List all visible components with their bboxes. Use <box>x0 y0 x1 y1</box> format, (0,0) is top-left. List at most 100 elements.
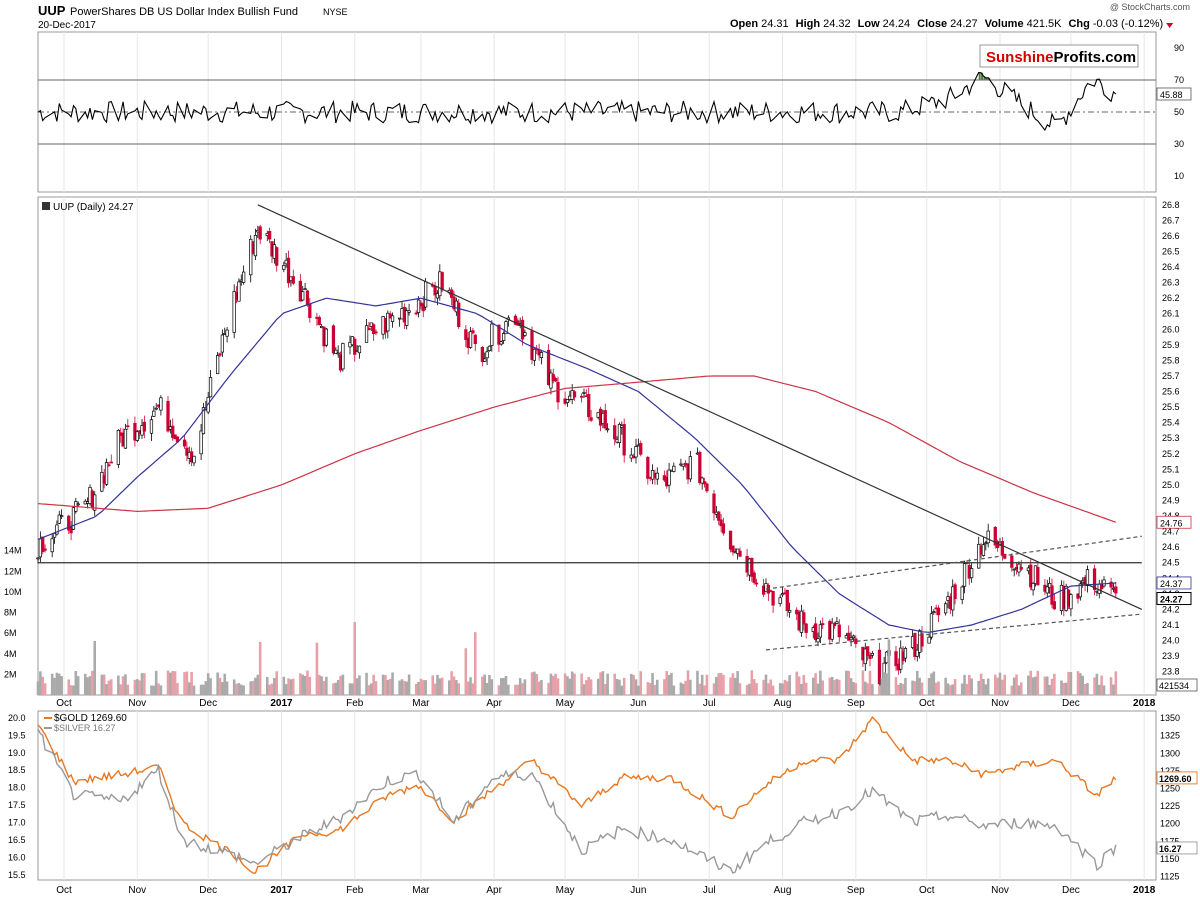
ohlc-readout: Open 24.31 High 24.32 Low 24.24 Close 24.27 Volu… <box>730 18 1174 30</box>
candle <box>126 418 130 430</box>
volume-tick-label: 2M <box>4 669 17 679</box>
candle <box>556 376 560 410</box>
price-tick-label: 25.1 <box>1162 464 1180 474</box>
volume-bar <box>471 683 475 695</box>
silver-tick-label: 16.0 <box>8 852 26 862</box>
candle <box>93 491 97 516</box>
candle <box>1045 579 1049 598</box>
candle <box>123 423 128 450</box>
volume-bar <box>457 683 461 695</box>
volume-bar <box>353 622 357 695</box>
x-tick-label: Oct <box>919 698 935 709</box>
volume-bar <box>485 682 489 695</box>
volume-bar <box>587 676 591 695</box>
volume-bar <box>507 684 510 695</box>
gold-tick-label: 1125 <box>1160 871 1179 881</box>
price-tick-label: 24.1 <box>1162 620 1180 630</box>
volume-bar <box>887 639 891 695</box>
volume-bar <box>291 678 295 695</box>
candle <box>152 405 156 417</box>
volume-tick-label: 10M <box>4 587 22 597</box>
candle <box>717 510 721 526</box>
volume-bar <box>712 683 716 695</box>
volume-bar <box>39 671 42 695</box>
candle <box>185 441 189 462</box>
price-tick-label: 25.8 <box>1162 355 1180 365</box>
ohlc-value: 24.31 <box>761 18 789 30</box>
volume-bar <box>523 679 527 695</box>
candle <box>866 646 870 661</box>
volume-bar <box>632 674 635 695</box>
candle <box>372 323 376 341</box>
volume-bar <box>547 682 550 695</box>
volume-bar <box>535 673 539 695</box>
candle <box>830 617 834 643</box>
volume-bar <box>407 674 411 695</box>
volume-bar <box>341 674 345 695</box>
volume-bar <box>60 676 63 695</box>
volume-bar <box>998 672 1002 695</box>
volume-bar <box>431 675 435 695</box>
volume-bar <box>1029 670 1033 695</box>
candle <box>835 617 839 625</box>
candle <box>1036 563 1040 586</box>
gold-tick-label: 1175 <box>1160 836 1179 846</box>
volume-bar <box>270 683 274 695</box>
volume-bar <box>516 684 520 695</box>
volume-bar <box>514 684 517 695</box>
candle <box>480 346 484 367</box>
candle <box>554 376 558 383</box>
series-last-value: 16.27 <box>1159 844 1182 854</box>
volume-bar <box>819 670 822 695</box>
volume-bar <box>1102 685 1106 695</box>
volume-bar <box>899 682 903 695</box>
candle <box>50 533 54 558</box>
moving-average-line <box>37 297 1116 633</box>
volume-bar <box>871 684 874 695</box>
candle <box>814 617 818 643</box>
volume-bar <box>483 674 487 695</box>
volume-bar <box>1001 679 1004 695</box>
volume-bar <box>242 685 245 695</box>
candle <box>1069 593 1073 617</box>
volume-bar <box>663 679 666 695</box>
volume-bar <box>138 680 141 695</box>
candle <box>237 278 241 302</box>
candle <box>953 582 957 605</box>
candle <box>622 418 626 463</box>
volume-bar <box>949 685 952 695</box>
volume-bar <box>795 671 799 695</box>
volume-bar <box>53 677 56 695</box>
volume-bar <box>797 676 801 695</box>
candle <box>242 265 246 285</box>
volume-bar <box>970 678 973 695</box>
volume-bar <box>738 683 742 695</box>
candle <box>606 423 610 433</box>
volume-bar <box>934 682 938 695</box>
candle <box>502 331 506 345</box>
volume-bar <box>1076 671 1080 695</box>
candle <box>258 224 262 245</box>
volume-bar <box>993 674 997 695</box>
volume-bar <box>911 680 914 695</box>
volume-bar <box>672 685 676 695</box>
volume-bar <box>530 672 534 695</box>
x-tick-label: Mar <box>412 698 430 709</box>
x-tick-label: Sep <box>847 885 865 896</box>
price-panel: 23.723.823.924.024.124.224.324.424.524.6… <box>36 200 1192 692</box>
volume-bar <box>1045 676 1049 695</box>
x-tick-label: 2018 <box>1133 885 1156 896</box>
volume-bar <box>216 672 219 695</box>
volume-bar <box>639 671 643 695</box>
candle <box>634 438 638 464</box>
candle-legend-icon <box>42 202 50 210</box>
volume-bar <box>235 683 238 695</box>
x-tick-label: Mar <box>412 885 430 896</box>
x-tick-label: May <box>556 885 575 896</box>
volume-bar <box>289 679 293 695</box>
volume-bar <box>320 676 323 695</box>
ohlc-label: Open <box>730 18 758 30</box>
volume-bar <box>1010 685 1014 695</box>
candle <box>341 342 345 372</box>
candle <box>60 509 64 520</box>
